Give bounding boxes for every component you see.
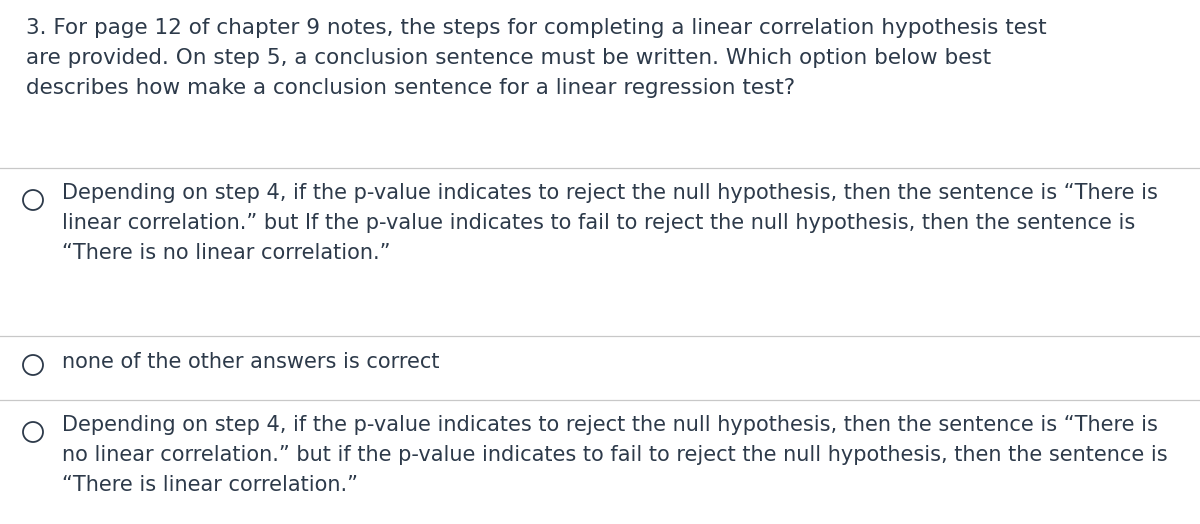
Text: 3. For page 12 of chapter 9 notes, the steps for completing a linear correlation: 3. For page 12 of chapter 9 notes, the s… <box>26 18 1046 98</box>
Text: Depending on step 4, if the p-value indicates to reject the null hypothesis, the: Depending on step 4, if the p-value indi… <box>62 415 1168 495</box>
Text: none of the other answers is correct: none of the other answers is correct <box>62 352 439 372</box>
Text: Depending on step 4, if the p-value indicates to reject the null hypothesis, the: Depending on step 4, if the p-value indi… <box>62 183 1158 263</box>
